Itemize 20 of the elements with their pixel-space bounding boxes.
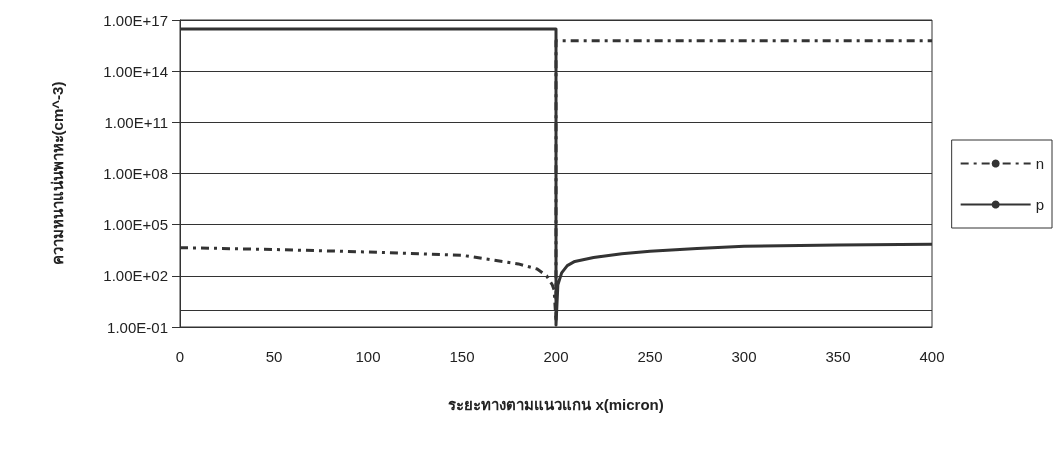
y-tick-label: 1.00E-01 xyxy=(107,318,168,336)
x-tick-label: 350 xyxy=(825,348,851,365)
y-tick-label: 1.00E+17 xyxy=(103,11,168,29)
x-tick-label: 50 xyxy=(265,348,283,365)
x-tick-label: 250 xyxy=(637,348,663,365)
x-tick-label: 0 xyxy=(175,348,185,365)
x-tick-label: 300 xyxy=(731,348,757,365)
y-tick-label: 1.00E+02 xyxy=(103,267,168,285)
x-tick-label: 150 xyxy=(449,348,475,365)
y-tick-label: 1.00E+05 xyxy=(103,216,168,234)
legend-label: p xyxy=(1035,196,1044,213)
x-tick-label: 200 xyxy=(543,348,569,365)
y-axis-title: ความหนาแน่นพาหะ(cm^-3) xyxy=(49,81,66,266)
x-tick-label: 400 xyxy=(919,348,945,365)
y-tick-label: 1.00E+14 xyxy=(103,62,168,80)
x-tick-label: 100 xyxy=(355,348,381,365)
legend-label: n xyxy=(1035,155,1044,172)
y-tick-label: 1.00E+08 xyxy=(103,165,168,182)
x-axis-title: ระยะทางตามแนวแกน x(micron) xyxy=(448,396,664,413)
y-tick-label: 1.00E+11 xyxy=(104,113,168,131)
